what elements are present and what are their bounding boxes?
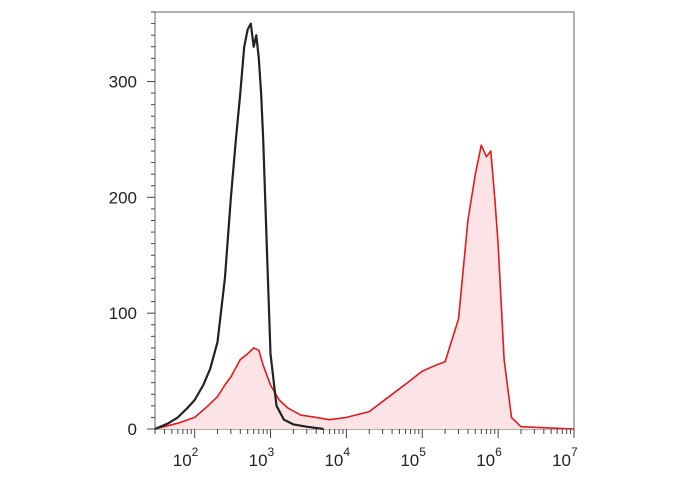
x-tick-label-base: 10 (324, 451, 343, 470)
plot-frame (154, 11, 575, 430)
y-tick-label: 200 (109, 188, 137, 207)
y-tick-label: 0 (128, 420, 137, 439)
x-tick-label-exponent: 2 (192, 445, 199, 459)
y-axis: 0 100 200 300 (109, 11, 155, 439)
x-tick-label-exponent: 7 (571, 445, 578, 459)
series-1-line (154, 144, 575, 430)
series-1-area (155, 145, 574, 429)
series-layer (154, 22, 575, 431)
series-0-line (154, 22, 324, 431)
y-tick-label: 100 (109, 304, 137, 323)
x-tick-label-base: 10 (552, 451, 571, 470)
x-axis: 10 2 10 3 10 4 10 5 10 6 10 7 (154, 429, 578, 470)
x-tick-label-base: 10 (476, 451, 495, 470)
x-tick-label-base: 10 (173, 451, 192, 470)
x-tick-label-exponent: 3 (268, 445, 275, 459)
x-tick-label-exponent: 4 (343, 445, 350, 459)
x-tick-label-base: 10 (400, 451, 419, 470)
x-tick-label-base: 10 (249, 451, 268, 470)
y-tick-label: 300 (109, 73, 137, 92)
x-tick-label-exponent: 5 (419, 445, 426, 459)
x-tick-label-exponent: 6 (495, 445, 502, 459)
